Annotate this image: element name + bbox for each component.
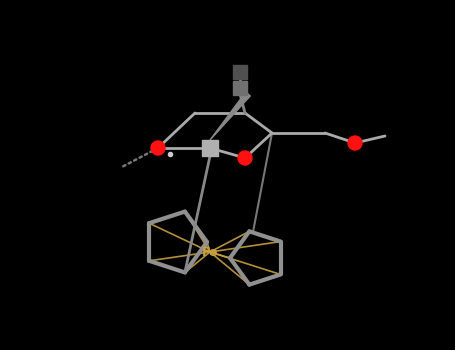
Bar xyxy=(233,81,247,95)
Bar xyxy=(202,140,218,156)
Bar xyxy=(233,65,247,79)
Circle shape xyxy=(348,136,362,150)
Polygon shape xyxy=(210,92,250,140)
Text: Fe: Fe xyxy=(202,245,218,259)
Circle shape xyxy=(151,141,165,155)
Circle shape xyxy=(238,151,252,165)
